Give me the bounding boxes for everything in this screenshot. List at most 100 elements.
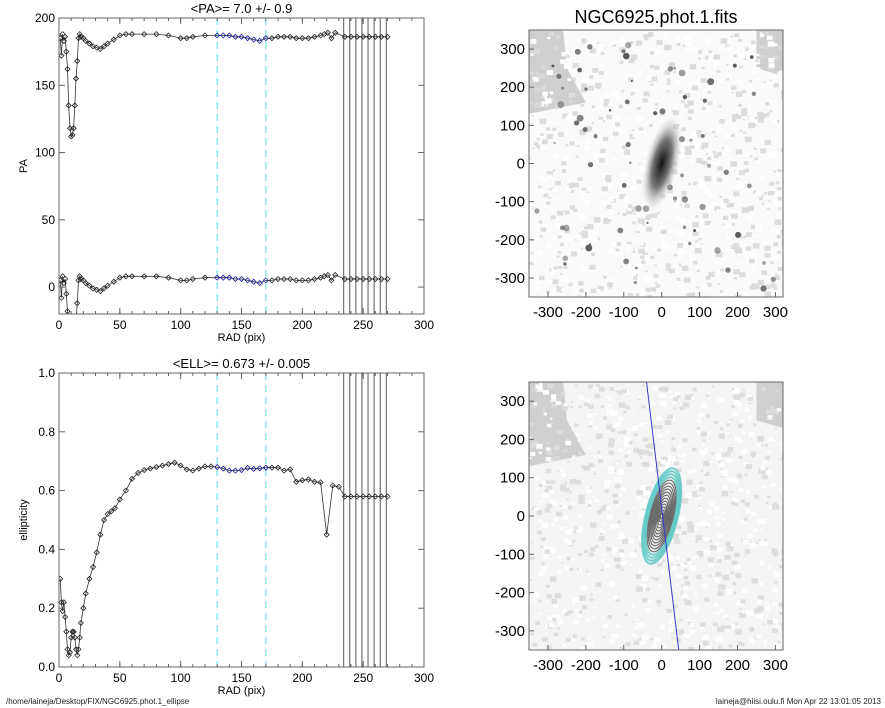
noise-pixel — [781, 584, 783, 590]
noise-pixel — [570, 557, 574, 560]
noise-pixel — [700, 78, 707, 84]
noise-pixel — [675, 97, 679, 101]
noise-pixel — [776, 234, 782, 239]
noise-pixel — [561, 161, 567, 166]
isophote-ellipse — [648, 485, 675, 547]
noise-pixel — [689, 623, 695, 627]
noise-pixel — [709, 540, 713, 543]
noise-pixel — [570, 182, 575, 186]
noise-pixel — [689, 255, 697, 261]
noise-pixel — [781, 519, 783, 523]
noise-pixel — [576, 155, 579, 158]
noise-pixel — [752, 528, 757, 532]
noise-pixel — [696, 555, 700, 558]
noise-pixel — [759, 560, 764, 564]
noise-pixel — [604, 489, 609, 493]
noise-pixel — [548, 31, 555, 36]
noise-pixel — [622, 212, 627, 216]
data-point — [153, 464, 160, 471]
profile-line — [59, 32, 388, 138]
noise-pixel — [536, 443, 543, 449]
noise-pixel — [668, 62, 676, 68]
noise-pixel — [618, 402, 626, 408]
data-point — [305, 35, 312, 42]
noise-pixel — [619, 552, 625, 557]
noise-pixel — [734, 33, 740, 38]
noise-pixel — [732, 501, 739, 506]
noise-pixel — [696, 419, 701, 423]
noise-pixel — [603, 273, 607, 276]
noise-pixel — [694, 247, 702, 254]
axes-frame — [58, 17, 425, 315]
noise-pixel — [744, 502, 751, 507]
noise-pixel — [625, 405, 631, 410]
noise-pixel — [767, 602, 770, 605]
noise-pixel — [734, 180, 737, 182]
noise-pixel — [698, 237, 702, 241]
noise-pixel — [638, 127, 644, 132]
noise-pixel — [557, 429, 563, 435]
noise-pixel — [753, 67, 761, 73]
noise-pixel — [537, 570, 545, 577]
noise-pixel — [768, 506, 773, 510]
noise-pixel — [771, 281, 774, 284]
noise-pixel — [777, 196, 783, 201]
noise-pixel — [578, 281, 584, 286]
noise-pixel — [578, 451, 582, 455]
noise-pixel — [683, 598, 687, 601]
noise-pixel — [681, 517, 686, 521]
noise-pixel — [588, 75, 594, 79]
data-point — [214, 32, 221, 39]
x-tick-label: 0 — [56, 671, 63, 685]
noise-pixel — [539, 275, 545, 281]
noise-pixel — [565, 144, 569, 147]
noise-pixel — [751, 578, 758, 584]
noise-pixel — [584, 145, 591, 151]
noise-pixel — [645, 287, 651, 293]
noise-pixel — [575, 142, 581, 146]
noise-pixel — [610, 278, 614, 281]
noise-pixel — [663, 245, 670, 251]
data-point — [335, 483, 342, 490]
noise-pixel — [622, 538, 629, 544]
noise-pixel — [777, 641, 781, 644]
noise-pixel — [540, 500, 543, 503]
noise-pixel — [633, 554, 638, 558]
noise-pixel — [743, 131, 746, 134]
noise-pixel — [723, 198, 729, 204]
noise-pixel — [669, 619, 675, 625]
noise-pixel — [534, 102, 542, 108]
data-point — [201, 32, 209, 39]
noise-pixel — [631, 54, 638, 60]
noise-pixel — [702, 640, 709, 646]
star — [672, 196, 678, 201]
noise-pixel — [552, 617, 557, 622]
noise-pixel — [594, 498, 600, 503]
noise-pixel — [661, 439, 665, 442]
data-point — [293, 478, 300, 485]
data-point — [299, 35, 306, 42]
noise-pixel — [676, 516, 684, 522]
noise-pixel — [611, 503, 614, 506]
noise-pixel — [616, 624, 621, 628]
noise-pixel — [645, 276, 652, 282]
noise-pixel — [642, 598, 648, 603]
noise-pixel — [655, 95, 659, 98]
noise-pixel — [559, 242, 565, 247]
data-point — [281, 275, 288, 283]
data-point — [69, 628, 76, 635]
noise-pixel — [581, 83, 587, 89]
noise-pixel — [686, 479, 693, 485]
noise-pixel — [549, 268, 552, 271]
noise-pixel — [667, 414, 674, 420]
noise-pixel — [753, 423, 757, 427]
noise-pixel — [765, 295, 768, 297]
noise-pixel — [616, 469, 624, 476]
noise-pixel — [537, 250, 544, 256]
noise-pixel — [656, 599, 662, 604]
noise-pixel — [532, 147, 535, 150]
noise-pixel — [545, 480, 551, 485]
noise-pixel — [732, 387, 740, 393]
data-point — [60, 37, 67, 44]
isophote-ellipse — [651, 491, 673, 541]
